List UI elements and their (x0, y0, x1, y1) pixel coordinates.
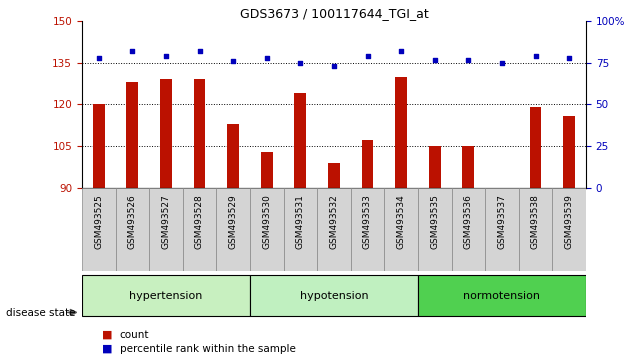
Bar (553, 188, 586, 271)
Bar (93, 104, 105, 188)
Point (127, 48, 137, 54)
Bar (149, 188, 183, 271)
Text: GSM493535: GSM493535 (430, 194, 439, 249)
Point (362, 53, 372, 59)
Text: percentile rank within the sample: percentile rank within the sample (120, 344, 295, 354)
Bar (429, 146, 440, 188)
Bar (294, 93, 306, 188)
Bar (362, 141, 374, 188)
Bar (328, 163, 340, 188)
Bar (395, 77, 407, 188)
Text: normotension: normotension (464, 291, 541, 301)
Point (497, 60, 507, 66)
Bar (351, 188, 384, 271)
Bar (462, 146, 474, 188)
Bar (183, 188, 216, 271)
Point (564, 55, 574, 61)
Bar (115, 188, 149, 271)
Text: GSM493532: GSM493532 (329, 194, 338, 249)
Point (329, 63, 339, 69)
Point (396, 48, 406, 54)
Text: count: count (120, 330, 149, 339)
Point (228, 58, 238, 64)
Point (94, 55, 104, 61)
Text: GSM493536: GSM493536 (464, 194, 472, 249)
Text: GSM493530: GSM493530 (262, 194, 271, 249)
Bar (518, 188, 553, 271)
Point (430, 57, 440, 62)
Text: GSM493538: GSM493538 (531, 194, 540, 249)
Text: GSM493537: GSM493537 (498, 194, 507, 249)
Bar (82, 188, 115, 271)
Bar (227, 124, 239, 188)
Bar (485, 188, 518, 271)
Text: ■: ■ (102, 330, 112, 339)
Text: disease state: disease state (6, 308, 76, 318)
Bar (82, 275, 250, 316)
Text: GSM493534: GSM493534 (397, 194, 406, 249)
Text: hypertension: hypertension (129, 291, 203, 301)
Text: ■: ■ (102, 344, 112, 354)
Text: GSM493529: GSM493529 (229, 194, 238, 249)
Bar (250, 275, 418, 316)
Bar (160, 80, 172, 188)
Bar (127, 82, 138, 188)
Point (195, 48, 205, 54)
Text: hypotension: hypotension (300, 291, 368, 301)
Text: GSM493533: GSM493533 (363, 194, 372, 249)
Bar (193, 80, 205, 188)
Bar (284, 188, 317, 271)
Title: GDS3673 / 100117644_TGI_at: GDS3673 / 100117644_TGI_at (239, 7, 428, 20)
Text: GSM493525: GSM493525 (94, 194, 103, 249)
Text: GSM493526: GSM493526 (128, 194, 137, 249)
Text: GSM493531: GSM493531 (296, 194, 305, 249)
Point (463, 57, 473, 62)
Bar (261, 152, 273, 188)
Bar (418, 275, 586, 316)
Bar (384, 188, 418, 271)
Bar (563, 115, 575, 188)
Point (295, 60, 306, 66)
Bar (250, 188, 284, 271)
Bar (317, 188, 351, 271)
Point (530, 53, 541, 59)
Point (261, 55, 272, 61)
Bar (418, 188, 452, 271)
Bar (452, 188, 485, 271)
Text: GSM493527: GSM493527 (161, 194, 170, 249)
Bar (530, 107, 541, 188)
Text: GSM493528: GSM493528 (195, 194, 204, 249)
Point (161, 53, 171, 59)
Bar (216, 188, 250, 271)
Text: GSM493539: GSM493539 (564, 194, 573, 249)
